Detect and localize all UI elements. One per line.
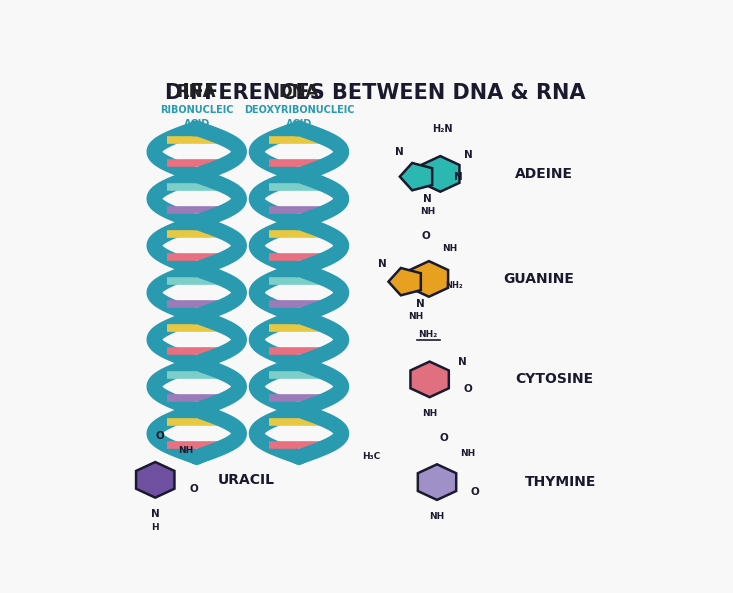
Text: O: O (421, 231, 430, 241)
Polygon shape (418, 464, 456, 500)
Text: CYTOSINE: CYTOSINE (515, 372, 593, 387)
Text: DNA: DNA (279, 83, 320, 101)
Text: NH: NH (443, 244, 458, 253)
Text: N: N (394, 146, 403, 157)
Text: H₂N: H₂N (432, 125, 453, 135)
Text: RNA: RNA (177, 83, 216, 101)
Polygon shape (399, 163, 432, 190)
Text: N: N (423, 193, 432, 203)
Text: NH: NH (460, 448, 475, 458)
Text: O: O (439, 432, 448, 442)
Text: DIFFERENCES BETWEEN DNA & RNA: DIFFERENCES BETWEEN DNA & RNA (166, 82, 586, 103)
Text: GUANINE: GUANINE (504, 272, 575, 286)
Polygon shape (421, 156, 460, 192)
Text: H: H (152, 522, 159, 531)
Text: NH: NH (420, 207, 435, 216)
Text: ADEINE: ADEINE (515, 167, 573, 181)
Text: THYMINE: THYMINE (525, 475, 596, 489)
Polygon shape (136, 462, 174, 498)
Text: N: N (463, 150, 472, 160)
Text: O: O (155, 431, 164, 441)
Text: N: N (458, 357, 467, 367)
Text: NH₂: NH₂ (418, 330, 437, 339)
Text: N: N (377, 259, 386, 269)
Text: H₃C: H₃C (362, 452, 380, 461)
Text: NH₂: NH₂ (446, 280, 463, 289)
Text: O: O (189, 484, 198, 495)
Text: NH: NH (408, 312, 424, 321)
Text: N: N (416, 298, 424, 308)
Text: URACIL: URACIL (218, 473, 275, 487)
Text: N: N (454, 173, 463, 182)
Text: NH: NH (430, 512, 445, 521)
Text: N: N (151, 509, 160, 519)
Polygon shape (410, 261, 448, 296)
Polygon shape (410, 362, 449, 397)
Text: RIBONUCLEIC
ACID: RIBONUCLEIC ACID (160, 106, 234, 129)
Text: O: O (471, 487, 479, 497)
Text: NH: NH (422, 409, 438, 418)
Text: DEOXYRIBONUCLEIC
ACID: DEOXYRIBONUCLEIC ACID (243, 106, 354, 129)
Text: O: O (463, 384, 472, 394)
Polygon shape (388, 268, 421, 295)
Text: NH: NH (178, 446, 194, 455)
